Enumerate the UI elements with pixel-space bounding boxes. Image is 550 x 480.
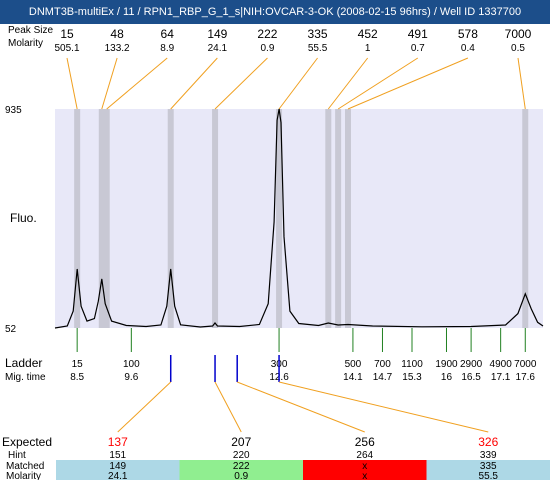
peak-size-label: 452 [358, 27, 378, 41]
ladder-mig-label: 15.3 [402, 372, 422, 383]
peak-molarity-label: 24.1 [208, 43, 228, 54]
ladder-size-label: 7000 [514, 359, 537, 370]
peak-molarity-label: 0.5 [511, 43, 525, 54]
ladder-size-label: 700 [374, 359, 391, 370]
mig-time-header: Mig. time [5, 372, 46, 383]
peak-band [74, 109, 81, 328]
window-title: DNMT3B-multiEx / 11 / RPN1_RBP_G_1_s|NIH… [0, 0, 550, 24]
expected-connector [237, 381, 365, 433]
peak-size-label: 149 [207, 27, 227, 41]
expected-value: 137 [108, 435, 128, 449]
molarity-value: 0.9 [234, 471, 248, 480]
peak-connector [66, 57, 78, 110]
peak-band [212, 109, 219, 328]
y-max-label: 935 [5, 105, 22, 116]
peak-molarity-label: 505.1 [54, 43, 79, 54]
peak-connector [101, 57, 118, 110]
peak-band [167, 109, 174, 328]
expected-connector [278, 381, 489, 433]
ladder-header: Ladder [5, 356, 42, 370]
peak-band [103, 109, 110, 328]
ladder-size-label: 4900 [490, 359, 513, 370]
peak-molarity-label: 133.2 [105, 43, 130, 54]
peak-size-label: 64 [161, 27, 175, 41]
peak-molarity-label: 8.9 [160, 43, 174, 54]
peak-size-label: 7000 [505, 27, 532, 41]
peak-molarity-label: 0.7 [411, 43, 425, 54]
peak-size-label: 222 [257, 27, 277, 41]
ladder-size-label: 100 [123, 359, 140, 370]
peak-band [344, 109, 351, 328]
hint-value: 339 [480, 450, 497, 461]
peak-size-label: 491 [408, 27, 428, 41]
ladder-mig-label: 14.7 [373, 372, 393, 383]
molarity-header: Molarity [8, 38, 43, 49]
expected-header: Expected [2, 435, 52, 449]
peak-connector [278, 57, 318, 110]
peak-connector [347, 57, 469, 110]
peak-molarity-label: 55.5 [308, 43, 328, 54]
peak-band [98, 109, 105, 328]
peak-molarity-label: 0.9 [260, 43, 274, 54]
ladder-mig-label: 14.1 [343, 372, 363, 383]
peak-connector [214, 57, 268, 110]
ladder-mig-label: 9.6 [124, 372, 138, 383]
match-cell [56, 460, 180, 480]
ladder-size-label: 2900 [460, 359, 483, 370]
expected-value: 326 [478, 435, 498, 449]
matched-value: 335 [480, 461, 497, 472]
molarity-value: 55.5 [479, 471, 499, 480]
hint-value: 151 [109, 450, 126, 461]
match-cell [426, 460, 550, 480]
matched-header: Matched [6, 461, 44, 472]
hint-value: 220 [233, 450, 250, 461]
molarity-value: x [362, 471, 367, 480]
peak-size-label: 48 [110, 27, 124, 41]
peak-size-label: 578 [458, 27, 478, 41]
peak-size-label: 15 [60, 27, 74, 41]
ladder-mig-label: 17.1 [491, 372, 511, 383]
match-cell [179, 460, 303, 480]
peak-band [325, 109, 332, 328]
hint-value: 264 [356, 450, 373, 461]
molarity-value: 24.1 [108, 471, 128, 480]
ladder-size-label: 15 [72, 359, 84, 370]
peak-size-label: 335 [308, 27, 328, 41]
expected-connector [117, 381, 172, 433]
peak-connector [106, 57, 168, 110]
ladder-size-label: 1100 [401, 359, 423, 370]
signal-trace [54, 108, 544, 329]
ladder-mig-label: 16.5 [461, 372, 481, 383]
ladder-size-label: 1900 [435, 359, 458, 370]
expected-value: 256 [355, 435, 375, 449]
matched-value: x [362, 461, 367, 472]
peak-band [276, 109, 283, 328]
peak-molarity-label: 0.4 [461, 43, 475, 54]
peak-size-header: Peak Size [8, 25, 53, 36]
ladder-mig-label: 8.5 [70, 372, 84, 383]
matched-value: 222 [233, 461, 250, 472]
matched-value: 149 [109, 461, 126, 472]
y-min-label: 52 [5, 324, 17, 335]
ladder-mig-label: 17.6 [516, 372, 536, 383]
peak-band [522, 109, 529, 328]
ladder-mig-label: 16 [441, 372, 453, 383]
peak-molarity-label: 1 [365, 43, 371, 54]
hint-header: Hint [8, 450, 26, 461]
fluo-axis-label: Fluo. [10, 211, 37, 225]
peak-connector [337, 57, 419, 110]
peak-connector [517, 57, 526, 110]
plot-area [55, 109, 543, 328]
molarity-bottom-header: Molarity [6, 471, 41, 480]
ladder-size-label: 500 [345, 359, 362, 370]
peak-connector [170, 57, 218, 110]
peak-band [335, 109, 342, 328]
expected-value: 207 [231, 435, 251, 449]
expected-connector [214, 381, 242, 433]
match-cell [303, 460, 427, 480]
peak-connector [327, 57, 369, 110]
